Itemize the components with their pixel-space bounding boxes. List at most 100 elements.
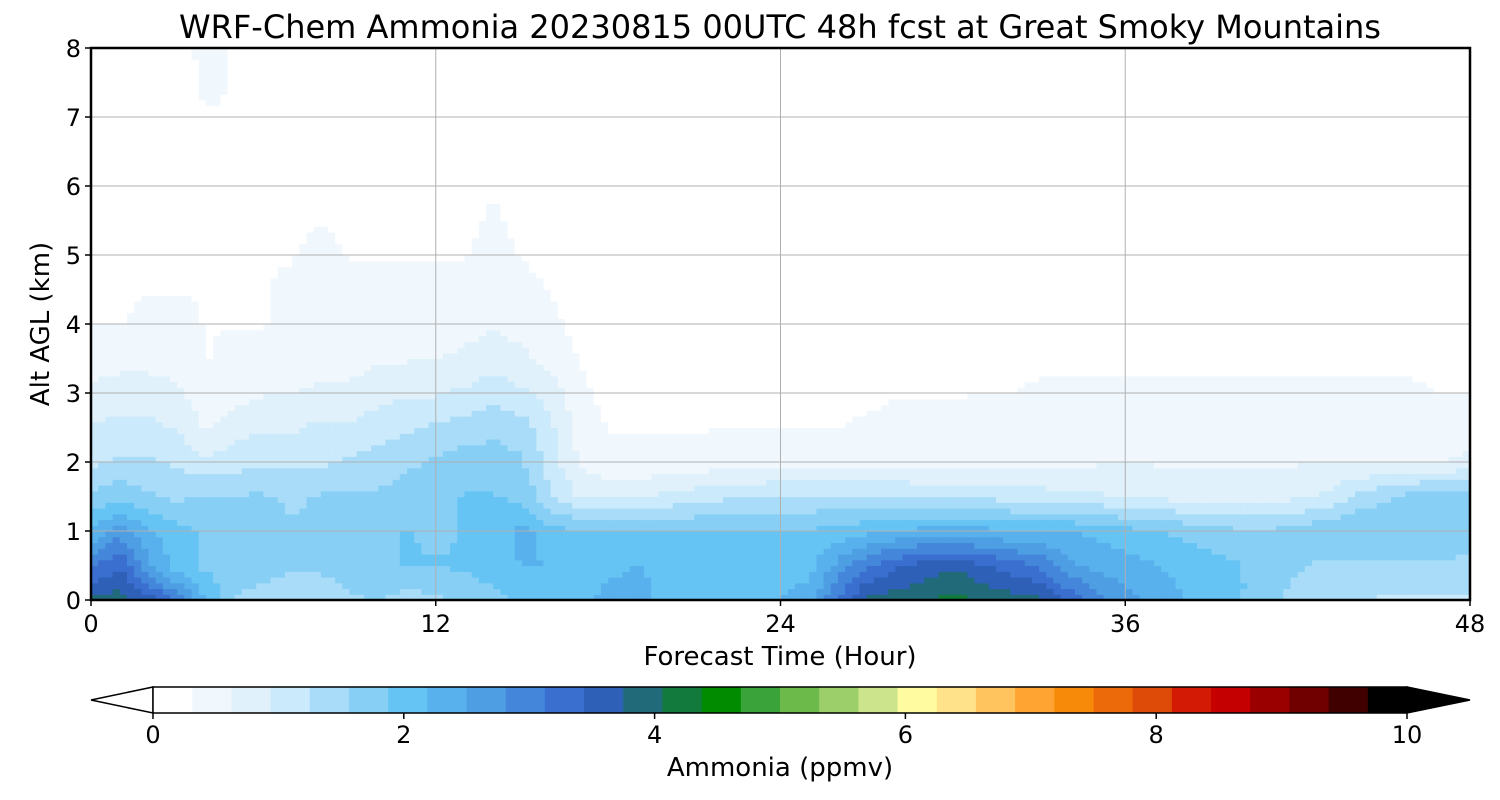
heatmap-cell [1161, 588, 1169, 595]
heatmap-cell [679, 594, 688, 600]
heatmap-cell [952, 525, 961, 532]
heatmap-cell [629, 513, 638, 521]
heatmap-cell [105, 502, 114, 509]
heatmap-cell [888, 479, 897, 486]
heatmap-cell [320, 456, 329, 463]
heatmap-cell [1060, 508, 1069, 515]
heatmap-cell [313, 450, 322, 457]
heatmap-cell [284, 588, 293, 595]
heatmap-cell [995, 450, 1004, 457]
heatmap-cell [593, 577, 602, 584]
heatmap-cell [708, 588, 717, 595]
heatmap-cell [1074, 559, 1083, 567]
heatmap-cell [1355, 525, 1363, 532]
heatmap-cell [313, 536, 322, 544]
heatmap-cell [191, 519, 200, 526]
heatmap-cell [737, 582, 746, 590]
heatmap-cell [162, 462, 171, 469]
heatmap-cell [960, 525, 968, 532]
heatmap-cell [1398, 548, 1406, 555]
heatmap-cell [679, 548, 688, 555]
heatmap-cell [184, 508, 193, 515]
heatmap-cell [1369, 456, 1378, 463]
heatmap-cell [91, 490, 99, 498]
heatmap-cell [500, 554, 509, 561]
heatmap-cell [852, 571, 861, 578]
heatmap-cell [888, 513, 897, 521]
heatmap-cell [1189, 525, 1198, 532]
heatmap-cell [227, 456, 236, 463]
heatmap-cell [292, 548, 300, 555]
heatmap-cell [960, 588, 968, 595]
heatmap-cell [349, 594, 358, 600]
heatmap-cell [249, 456, 257, 463]
heatmap-cell [1232, 473, 1241, 480]
heatmap-cell [1398, 525, 1406, 532]
heatmap-cell [227, 508, 236, 515]
heatmap-cell [909, 502, 918, 509]
heatmap-cell [672, 519, 681, 526]
heatmap-cell [1347, 536, 1356, 544]
heatmap-cell [909, 513, 918, 521]
heatmap-cell [651, 485, 659, 492]
heatmap-cell [665, 559, 674, 567]
heatmap-cell [1383, 571, 1392, 578]
heatmap-cell [744, 565, 753, 572]
heatmap-cell [644, 554, 652, 561]
heatmap-cell [1139, 571, 1148, 578]
heatmap-cell [766, 554, 774, 561]
heatmap-cell [363, 513, 372, 521]
heatmap-cell [205, 479, 214, 486]
heatmap-cell [1441, 588, 1450, 595]
heatmap-cell [1046, 456, 1055, 463]
heatmap-cell [328, 571, 336, 578]
heatmap-cell [852, 467, 861, 475]
heatmap-cell [1369, 502, 1378, 509]
heatmap-cell [521, 542, 530, 549]
heatmap-cell [227, 577, 236, 584]
heatmap-cell [1426, 490, 1435, 498]
heatmap-cell [679, 485, 688, 492]
heatmap-cell [823, 508, 832, 515]
heatmap-cell [1204, 485, 1213, 492]
heatmap-cell [737, 456, 746, 463]
heatmap-cell [988, 513, 997, 521]
heatmap-cell [349, 542, 358, 549]
heatmap-cell [945, 479, 954, 486]
heatmap-cell [205, 462, 214, 469]
heatmap-cell [220, 479, 229, 486]
heatmap-cell [644, 536, 652, 544]
heatmap-cell [557, 462, 566, 469]
heatmap-cell [1383, 588, 1392, 595]
heatmap-cell [1369, 508, 1378, 515]
heatmap-cell [708, 525, 717, 532]
heatmap-cell [802, 531, 810, 538]
heatmap-cell [241, 559, 250, 567]
heatmap-cell [1355, 542, 1363, 549]
heatmap-cell [450, 559, 458, 567]
heatmap-cell [636, 531, 645, 538]
heatmap-cell [751, 479, 760, 486]
heatmap-cell [1175, 531, 1184, 538]
heatmap-cell [1182, 473, 1191, 480]
heatmap-cell [593, 531, 602, 538]
heatmap-cell [356, 496, 365, 503]
heatmap-cell [1218, 554, 1227, 561]
heatmap-cell [1218, 542, 1227, 549]
heatmap-cell [758, 496, 767, 503]
heatmap-cell [249, 582, 257, 590]
heatmap-cell [1046, 462, 1055, 469]
heatmap-cell [902, 496, 911, 503]
heatmap-cell [952, 536, 961, 544]
heatmap-cell [521, 559, 530, 567]
heatmap-cell [284, 502, 293, 509]
heatmap-cell [1311, 565, 1320, 572]
heatmap-cell [342, 594, 351, 600]
heatmap-cell [636, 490, 645, 498]
heatmap-cell [651, 554, 659, 561]
heatmap-cell [737, 490, 746, 498]
heatmap-cell [1118, 594, 1126, 600]
heatmap-cell [1067, 582, 1076, 590]
heatmap-cell [442, 565, 451, 572]
heatmap-cell [909, 594, 918, 600]
